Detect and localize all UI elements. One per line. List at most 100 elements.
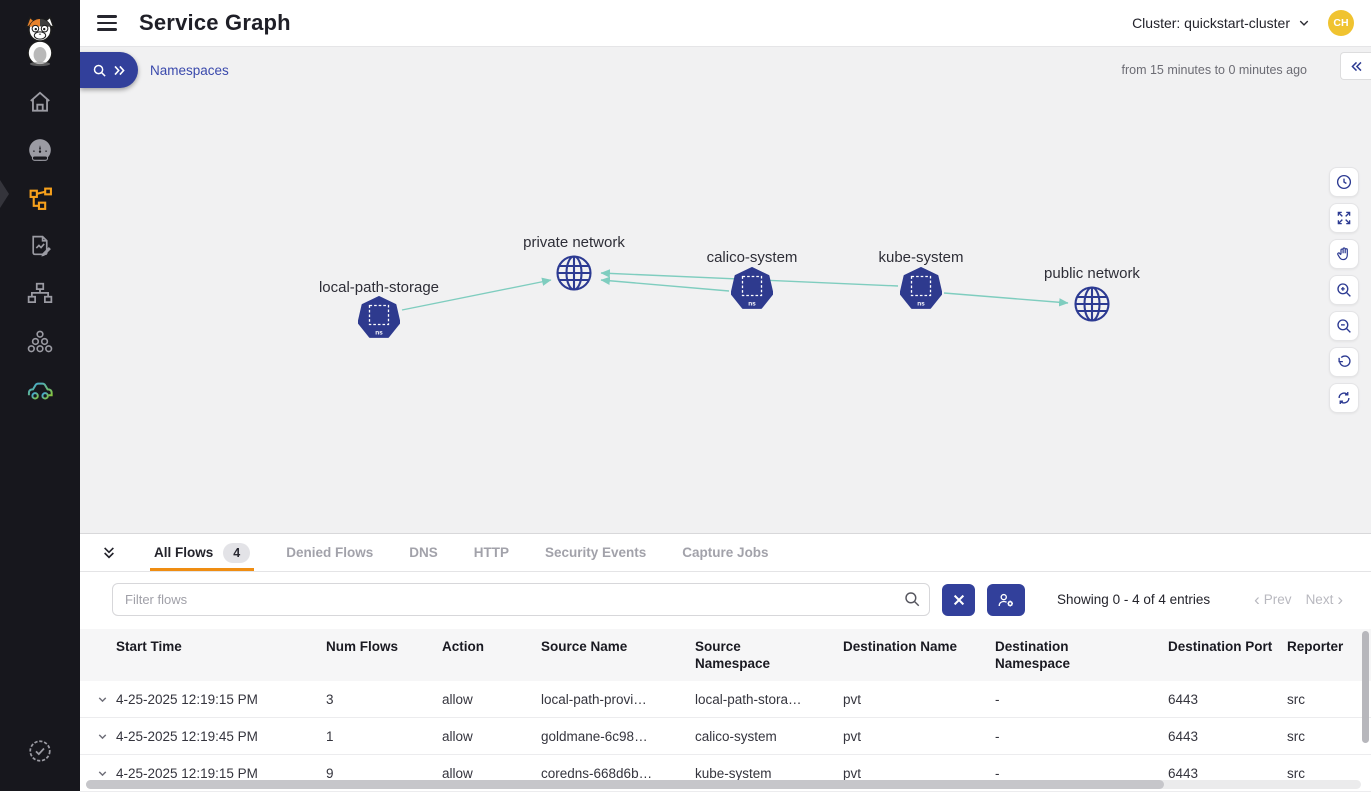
- chevrons-down-icon: [104, 546, 114, 558]
- tab-label: All Flows: [154, 545, 214, 560]
- tab-all-flows[interactable]: All Flows 4: [136, 534, 268, 571]
- user-settings-button[interactable]: [987, 583, 1025, 616]
- reset-view-button[interactable]: [1329, 347, 1359, 377]
- chevron-down-icon: [98, 733, 106, 739]
- zoom-in-button[interactable]: [1329, 275, 1359, 305]
- header-right: Cluster: quickstart-cluster CH: [1132, 10, 1371, 36]
- service-graph-canvas: Namespaces from 15 minutes to 0 minutes …: [80, 47, 1371, 533]
- expand-row-button[interactable]: [88, 730, 116, 743]
- namespace-heptagon-icon: ns: [357, 296, 401, 338]
- calico-logo[interactable]: [18, 12, 62, 70]
- sidebar-item-compliance[interactable]: [0, 366, 80, 414]
- cell-destination-port: 6443: [1168, 765, 1199, 781]
- clock-icon: [1336, 174, 1352, 190]
- cell-start-time: 4-25-2025 12:19:15 PM: [116, 691, 258, 707]
- cell-num-flows: 9: [326, 765, 334, 781]
- cluster-selector[interactable]: Cluster: quickstart-cluster: [1132, 15, 1310, 31]
- report-edit-icon: [31, 235, 51, 256]
- column-header-action[interactable]: Action: [442, 639, 484, 654]
- top-header: Service Graph Cluster: quickstart-cluste…: [80, 0, 1371, 47]
- graph-node-private-network[interactable]: [554, 253, 594, 298]
- horizontal-scrollbar-thumb[interactable]: [86, 780, 1164, 789]
- chevrons-left-icon: [1350, 61, 1361, 71]
- graph-node-public-network[interactable]: [1072, 284, 1112, 329]
- graph-node-label: calico-system: [706, 249, 798, 266]
- expand-row-button[interactable]: [88, 693, 116, 706]
- undo-icon: [1338, 355, 1351, 367]
- tab-security-events[interactable]: Security Events: [527, 534, 664, 571]
- clear-filter-button[interactable]: [942, 583, 975, 616]
- time-range-label: from 15 minutes to 0 minutes ago: [1121, 63, 1307, 77]
- hamburger-menu-button[interactable]: [97, 10, 123, 36]
- graph-node-kube-system[interactable]: ns: [899, 267, 943, 316]
- cluster-selector-label: Cluster: quickstart-cluster: [1132, 15, 1290, 31]
- cell-source-namespace: calico-system: [695, 728, 777, 744]
- right-panel-toggle-button[interactable]: [1340, 52, 1371, 80]
- svg-text:ns: ns: [375, 330, 383, 337]
- service-graph-icon: [29, 187, 52, 210]
- refresh-button[interactable]: [1329, 383, 1359, 413]
- cluster-circles-icon: [27, 330, 53, 353]
- cell-num-flows: 3: [326, 691, 334, 707]
- sidebar-item-reports[interactable]: [0, 222, 80, 270]
- vertical-scrollbar-thumb[interactable]: [1362, 631, 1369, 743]
- next-page-button[interactable]: Next ›: [1305, 590, 1343, 609]
- flows-filter-row: Showing 0 - 4 of 4 entries ‹Prev Next›: [112, 583, 1355, 616]
- column-header-source-name[interactable]: Source Name: [541, 639, 628, 654]
- column-header-destination-namespace[interactable]: Destination Namespace: [995, 639, 1071, 671]
- column-header-source-namespace[interactable]: Source Namespace: [695, 639, 771, 671]
- expand-row-button[interactable]: [88, 767, 116, 780]
- time-button[interactable]: [1329, 167, 1359, 197]
- cell-destination-namespace: -: [995, 765, 1000, 781]
- zoom-out-button[interactable]: [1329, 311, 1359, 341]
- sidebar-nav: [0, 78, 80, 414]
- graph-node-local-path-storage[interactable]: ns: [357, 296, 401, 345]
- sidebar-item-clusters[interactable]: [0, 318, 80, 366]
- cell-source-name: coredns-668d6b…: [541, 765, 653, 781]
- cell-source-namespace: local-path-stora…: [695, 691, 802, 707]
- graph-node-label: private network: [523, 234, 625, 251]
- graph-search-button[interactable]: [80, 52, 138, 88]
- column-header-num-flows[interactable]: Num Flows: [326, 639, 399, 654]
- flows-panel: All Flows 4 Denied Flows DNS HTTP Securi…: [80, 533, 1371, 792]
- filter-search-icon[interactable]: [903, 590, 921, 613]
- graph-node-label: public network: [1044, 265, 1140, 282]
- search-icon: [93, 64, 106, 77]
- tab-capture-jobs[interactable]: Capture Jobs: [664, 534, 786, 571]
- user-avatar[interactable]: CH: [1328, 10, 1354, 36]
- column-header-destination-name[interactable]: Destination Name: [843, 639, 958, 654]
- sidebar-item-network-topology[interactable]: [0, 270, 80, 318]
- prev-page-button[interactable]: ‹ Prev: [1254, 590, 1292, 609]
- tab-dns[interactable]: DNS: [391, 534, 456, 571]
- graph-edges: [401, 269, 1069, 311]
- hand-icon: [1337, 247, 1348, 261]
- sidebar-item-certificates[interactable]: [0, 727, 80, 775]
- edge-calicosystem-privatenetwork: [600, 276, 730, 292]
- breadcrumb-namespaces[interactable]: Namespaces: [150, 63, 229, 78]
- cell-reporter: src: [1287, 691, 1305, 707]
- cell-action: allow: [442, 691, 473, 707]
- table-row[interactable]: 4-25-2025 12:19:15 PM 3 allow local-path…: [80, 681, 1371, 718]
- graph-node-label: local-path-storage: [318, 279, 440, 296]
- fit-screen-button[interactable]: [1329, 203, 1359, 233]
- table-row[interactable]: 4-25-2025 12:19:45 PM 1 allow goldmane-6…: [80, 718, 1371, 755]
- cell-start-time: 4-25-2025 12:19:45 PM: [116, 728, 258, 744]
- column-header-start-time[interactable]: Start Time: [116, 639, 182, 654]
- graph-node-calico-system[interactable]: ns: [730, 267, 774, 316]
- pan-button[interactable]: [1329, 239, 1359, 269]
- dashboard-gauge-icon: [29, 139, 51, 161]
- filter-flows-input[interactable]: [112, 583, 930, 616]
- sidebar: [0, 0, 80, 791]
- tab-denied-flows[interactable]: Denied Flows: [268, 534, 391, 571]
- column-header-reporter[interactable]: Reporter: [1287, 639, 1344, 654]
- sidebar-item-dashboards[interactable]: [0, 126, 80, 174]
- sidebar-item-home[interactable]: [0, 78, 80, 126]
- collapse-panel-button[interactable]: [96, 540, 122, 566]
- sidebar-item-service-graph[interactable]: [0, 174, 80, 222]
- tab-label: Security Events: [545, 545, 647, 560]
- globe-icon: [1074, 286, 1110, 322]
- cell-destination-port: 6443: [1168, 691, 1199, 707]
- column-header-destination-port[interactable]: Destination Port: [1168, 639, 1273, 654]
- flows-tabbar: All Flows 4 Denied Flows DNS HTTP Securi…: [80, 534, 1371, 572]
- tab-http[interactable]: HTTP: [456, 534, 527, 571]
